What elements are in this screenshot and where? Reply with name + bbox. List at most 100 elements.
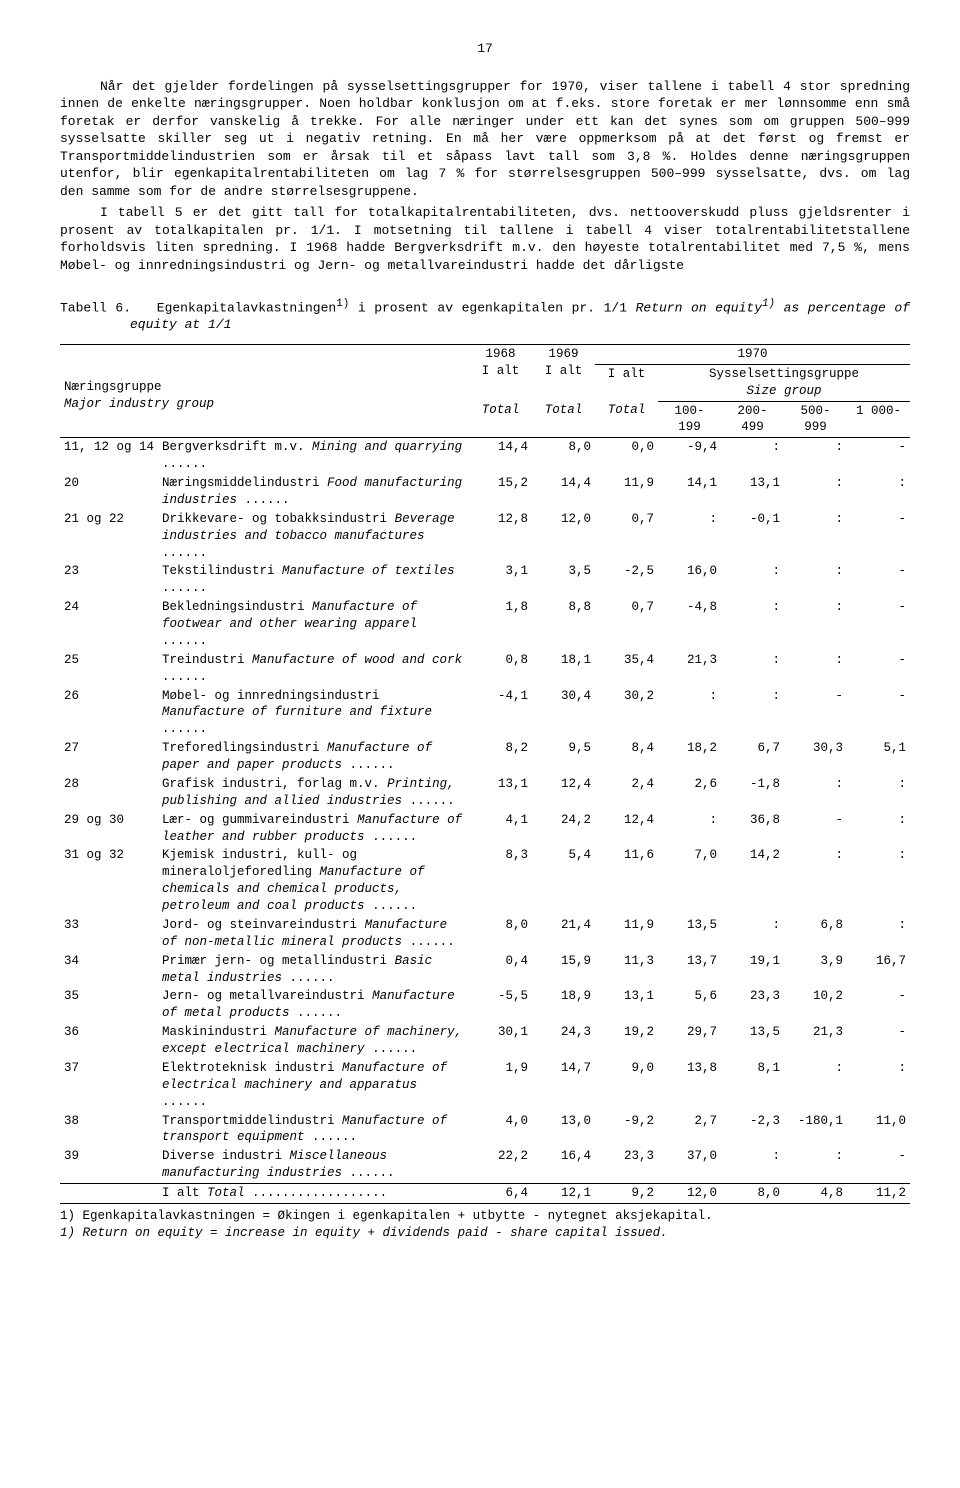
cell: : bbox=[847, 811, 910, 847]
cell: : bbox=[784, 598, 847, 651]
header-total-2: Total bbox=[532, 401, 595, 438]
cell: 2,6 bbox=[658, 775, 721, 811]
row-code: 29 og 30 bbox=[60, 811, 158, 847]
cell: 0,7 bbox=[595, 510, 658, 563]
row-label: Drikkevare- og tobakksindustri Beverage … bbox=[158, 510, 469, 563]
header-1968: 1968 bbox=[485, 347, 515, 361]
cell: : bbox=[658, 811, 721, 847]
row-label: Bekledningsindustri Manufacture of footw… bbox=[158, 598, 469, 651]
cell: : bbox=[847, 474, 910, 510]
paragraph-2: I tabell 5 er det gitt tall for totalkap… bbox=[60, 204, 910, 274]
cell: 15,2 bbox=[469, 474, 532, 510]
cell: -180,1 bbox=[784, 1112, 847, 1148]
table-row: 38Transportmiddelindustri Manufacture of… bbox=[60, 1112, 910, 1148]
cell: 12,0 bbox=[532, 510, 595, 563]
cell: 23,3 bbox=[721, 987, 784, 1023]
row-label: Primær jern- og metallindustri Basic met… bbox=[158, 952, 469, 988]
cell: 7,0 bbox=[658, 846, 721, 916]
row-label: Treindustri Manufacture of wood and cork… bbox=[158, 651, 469, 687]
cell: 5,6 bbox=[658, 987, 721, 1023]
cell: 14,1 bbox=[658, 474, 721, 510]
header-group-no: Næringsgruppe bbox=[64, 380, 162, 394]
cell: -0,1 bbox=[721, 510, 784, 563]
title-no-a: Egenkapitalavkastningen bbox=[157, 300, 336, 315]
cell: : bbox=[784, 775, 847, 811]
cell: : bbox=[784, 651, 847, 687]
table-row: 28Grafisk industri, forlag m.v. Printing… bbox=[60, 775, 910, 811]
cell: 4,0 bbox=[469, 1112, 532, 1148]
cell: 18,9 bbox=[532, 987, 595, 1023]
cell: - bbox=[847, 438, 910, 474]
cell: 16,0 bbox=[658, 562, 721, 598]
header-total-3: Total bbox=[595, 401, 658, 438]
cell: 11,0 bbox=[847, 1112, 910, 1148]
cell: - bbox=[847, 562, 910, 598]
cell: 3,1 bbox=[469, 562, 532, 598]
cell: 18,2 bbox=[658, 739, 721, 775]
cell: - bbox=[847, 651, 910, 687]
cell: 30,2 bbox=[595, 687, 658, 740]
header-total-1: Total bbox=[469, 401, 532, 438]
cell: 22,2 bbox=[469, 1147, 532, 1183]
row-code: 20 bbox=[60, 474, 158, 510]
page-number: 17 bbox=[60, 40, 910, 58]
cell: 14,4 bbox=[469, 438, 532, 474]
row-label: Transportmiddelindustri Manufacture of t… bbox=[158, 1112, 469, 1148]
row-label: Tekstilindustri Manufacture of textiles … bbox=[158, 562, 469, 598]
row-code: 33 bbox=[60, 916, 158, 952]
table-row: 25Treindustri Manufacture of wood and co… bbox=[60, 651, 910, 687]
row-code: 39 bbox=[60, 1147, 158, 1183]
cell: - bbox=[847, 987, 910, 1023]
cell: 10,2 bbox=[784, 987, 847, 1023]
cell: 30,3 bbox=[784, 739, 847, 775]
row-code: 28 bbox=[60, 775, 158, 811]
table-number: Tabell 6. bbox=[60, 300, 131, 315]
row-code: 26 bbox=[60, 687, 158, 740]
footnote-2: 1) Return on equity = increase in equity… bbox=[60, 1225, 910, 1242]
cell: - bbox=[784, 811, 847, 847]
cell: 13,7 bbox=[658, 952, 721, 988]
paragraph-1: Når det gjelder fordelingen på sysselset… bbox=[60, 78, 910, 201]
cell: 0,8 bbox=[469, 651, 532, 687]
header-1969: 1969 bbox=[548, 347, 578, 361]
cell: 13,0 bbox=[532, 1112, 595, 1148]
cell: : bbox=[721, 651, 784, 687]
row-code: 27 bbox=[60, 739, 158, 775]
table-row: 11, 12 og 14Bergverksdrift m.v. Mining a… bbox=[60, 438, 910, 474]
row-label: Jord- og steinvareindustri Manufacture o… bbox=[158, 916, 469, 952]
cell: -4,8 bbox=[658, 598, 721, 651]
cell: 24,2 bbox=[532, 811, 595, 847]
table-title: Tabell 6. Egenkapitalavkastningen1) i pr… bbox=[60, 297, 910, 334]
cell: 8,1 bbox=[721, 1059, 784, 1112]
cell: - bbox=[847, 687, 910, 740]
cell: 30,1 bbox=[469, 1023, 532, 1059]
cell: -2,5 bbox=[595, 562, 658, 598]
cell: -9,4 bbox=[658, 438, 721, 474]
cell: 16,4 bbox=[532, 1147, 595, 1183]
cell: 11,9 bbox=[595, 474, 658, 510]
cell: 1,9 bbox=[469, 1059, 532, 1112]
title-sup: 1) bbox=[336, 298, 349, 310]
cell: : bbox=[721, 562, 784, 598]
cell: : bbox=[847, 1059, 910, 1112]
cell: -2,3 bbox=[721, 1112, 784, 1148]
cell: 12,4 bbox=[532, 775, 595, 811]
title-no-b: i prosent av egenkapitalen pr. 1/1 bbox=[358, 300, 636, 315]
cell: : bbox=[721, 916, 784, 952]
cell: -1,8 bbox=[721, 775, 784, 811]
row-code: 38 bbox=[60, 1112, 158, 1148]
cell: 8,0 bbox=[532, 438, 595, 474]
row-code: 37 bbox=[60, 1059, 158, 1112]
row-label: Møbel- og innredningsindustri Manufactur… bbox=[158, 687, 469, 740]
cell: : bbox=[784, 846, 847, 916]
total-row: I alt Total ..................6,412,19,2… bbox=[60, 1184, 910, 1204]
cell: 19,1 bbox=[721, 952, 784, 988]
cell: 5,4 bbox=[532, 846, 595, 916]
cell: 0,0 bbox=[595, 438, 658, 474]
row-code: 25 bbox=[60, 651, 158, 687]
table-row: 23Tekstilindustri Manufacture of textile… bbox=[60, 562, 910, 598]
cell: 12,4 bbox=[595, 811, 658, 847]
cell: 6,8 bbox=[784, 916, 847, 952]
cell: : bbox=[847, 775, 910, 811]
cell: 8,3 bbox=[469, 846, 532, 916]
